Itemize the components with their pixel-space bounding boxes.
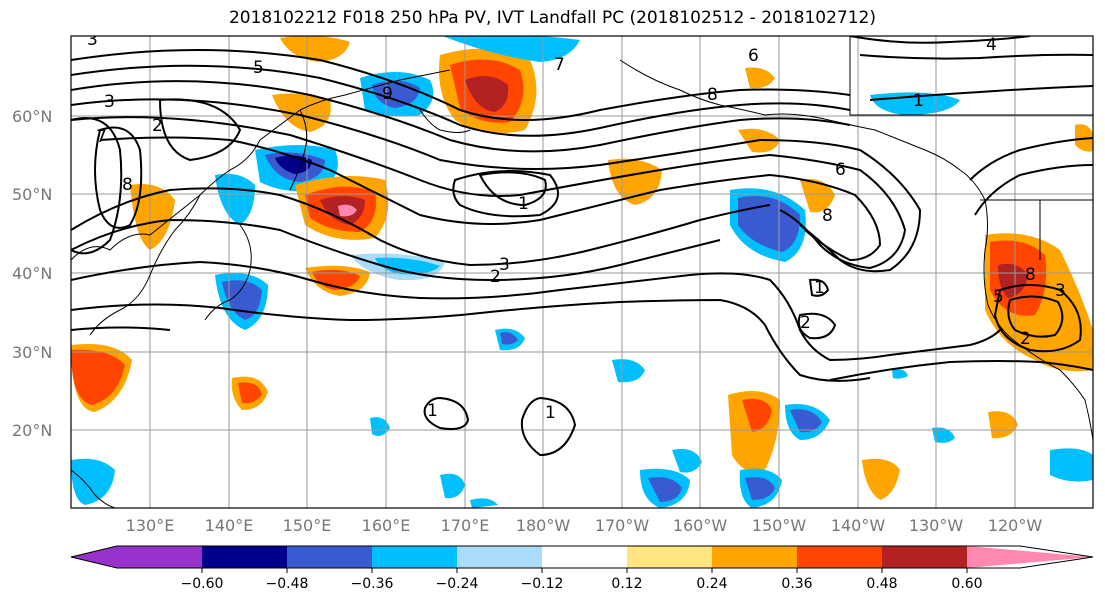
contour-label: 1 [814,278,825,298]
lat-label: 60°N [12,107,52,126]
colorbar-bin [712,546,797,568]
contour-label: 1 [545,403,556,423]
contour-label: 3 [104,92,115,112]
lat-label: 30°N [12,343,52,362]
colorbar-bin [372,546,457,568]
colorbar-tick-label: −0.36 [351,576,394,592]
lon-label: 150°W [752,516,807,535]
lat-label: 20°N [12,421,52,440]
colorbar-bin [882,546,967,568]
lon-label: 140°W [831,516,886,535]
colorbar-tick-label: 0.12 [611,576,642,592]
contour-label: 8 [1025,265,1036,285]
colorbar-tick-label: 0.60 [951,576,982,592]
lon-label: 140°E [205,516,254,535]
colorbar-bin [542,546,627,568]
contour-label: 7 [554,55,565,75]
colorbar: −0.60 −0.48 −0.36 −0.24 −0.12 0.12 0.24 … [70,545,1094,592]
contour-label: 2 [1020,329,1031,349]
colorbar-bin [457,546,542,568]
lat-label: 50°N [12,185,52,204]
contour-label: 3 [499,255,510,275]
contour-label: 8 [822,206,833,226]
lon-label: 150°E [283,516,332,535]
colorbar-tick-label: −0.48 [266,576,309,592]
colorbar-bin [627,546,712,568]
lon-label: 130°W [909,516,964,535]
contour-label: 2 [800,313,811,333]
contour-label: 9 [382,84,393,104]
colorbar-bin [117,546,202,568]
pv-anomaly-shading [71,36,1093,508]
latitude-labels: 60°N 50°N 40°N 30°N 20°N [12,107,52,440]
contour-label: 5 [993,287,1004,307]
graticule [71,36,1093,508]
contour-label: 1 [913,91,924,111]
contour-label: 4 [986,35,997,55]
map-frame [70,35,1094,509]
contour-label: 2 [490,267,501,287]
contour-label: 6 [835,160,846,180]
lat-label: 40°N [12,264,52,283]
colorbar-bin [202,546,287,568]
lon-label: 170°E [441,516,490,535]
lon-label: 160°E [362,516,411,535]
lon-label: 180°W [516,516,571,535]
lon-label: 130°E [126,516,175,535]
colorbar-tick-label: −0.12 [521,576,564,592]
contour-label: 3 [87,30,98,50]
map-title: 2018102212 F018 250 hPa PV, IVT Landfall… [228,8,876,28]
colorbar-extend-high [967,546,1093,568]
contour-lines [71,36,1093,457]
contour-label: 6 [748,46,759,66]
colorbar-tick-label: 0.48 [866,576,897,592]
colorbar-tick-label: −0.24 [436,576,479,592]
colorbar-tick-label: 0.36 [781,576,812,592]
colorbar-tick-label: 0.24 [696,576,727,592]
contour-label: 2 [152,116,163,136]
contour-label: 1 [427,401,438,421]
contour-label: 8 [707,85,718,105]
colorbar-outline [70,545,1094,569]
contour-label-group: 3 5 3 2 7 9 8 6 1 8 6 8 2 3 1 2 1 1 2 8 … [87,30,1066,423]
longitude-labels: 130°E 140°E 150°E 160°E 170°E 180°W 170°… [126,516,1043,535]
colorbar-extend-low [71,546,117,568]
colorbar-bin [287,546,372,568]
lon-label: 120°W [988,516,1043,535]
contour-label: 1 [518,194,529,214]
colorbar-bin [797,546,882,568]
contour-label: 7 [96,127,107,147]
colorbar-tick-label: −0.60 [181,576,224,592]
contour-label: 5 [253,58,264,78]
contour-label: 8 [122,175,133,195]
contour-label: 3 [1055,281,1066,301]
lon-label: 170°W [595,516,650,535]
lon-label: 160°W [673,516,728,535]
